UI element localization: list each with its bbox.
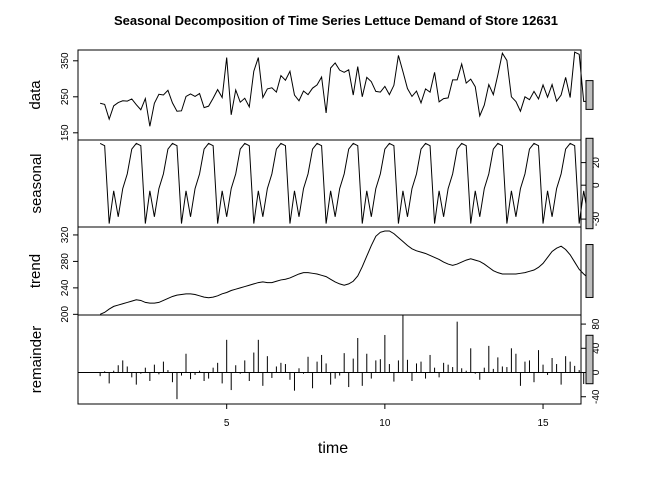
panel-label-remainder: remainder [28,326,45,394]
trend-series-line [99,230,594,315]
remainder-range-bar [585,334,594,385]
trend-y-tick-label: 240 [60,279,71,296]
panel-trend: 200 240 280 320 trend [27,226,594,323]
trend-y-tick-label: 200 [60,306,71,323]
data-series-line [100,51,593,127]
remainder-y-tick-label: 0 [591,369,602,375]
trend-y-tick-label: 280 [60,253,71,270]
trend-range-bar [585,244,594,298]
x-tick-label: 10 [379,418,391,429]
seasonal-range-bar [585,137,594,230]
data-range-bar [585,80,594,110]
seasonal-series-line [99,142,594,224]
remainder-y-tick-label: 80 [591,318,602,330]
seasonal-y-tick-label: 0 [591,182,602,188]
data-y-tick-label: 350 [60,52,71,69]
chart-title: Seasonal Decomposition of Time Series Le… [114,13,558,28]
x-axis: 5 10 15 [224,404,549,429]
panel-frame [77,49,582,141]
trend-y-tick-label: 320 [60,226,71,243]
panel-frame [77,226,582,316]
panel-seasonal: -30 0 20 seasonal [28,137,602,230]
data-y-tick-label: 150 [60,124,71,141]
x-tick-label: 15 [537,418,549,429]
panels: 150 250 350 data -30 0 20 seasonal 200 240 280 320 t… [27,49,602,405]
panel-label-seasonal: seasonal [28,153,45,213]
seasonal-y-tick-label: 20 [591,157,602,169]
x-tick-label: 5 [224,418,230,429]
seasonal-y-tick-label: -30 [591,211,602,226]
panel-frame [77,314,582,405]
data-y-tick-label: 250 [60,88,71,105]
panel-remainder: -40 0 40 80 remainder [28,314,602,405]
panel-data: 150 250 350 data [27,49,594,141]
x-axis-title: time [318,440,348,457]
remainder-y-tick-label: 40 [591,342,602,354]
panel-label-trend: trend [27,254,44,288]
panel-label-data: data [27,80,44,110]
remainder-y-tick-label: -40 [591,389,602,404]
